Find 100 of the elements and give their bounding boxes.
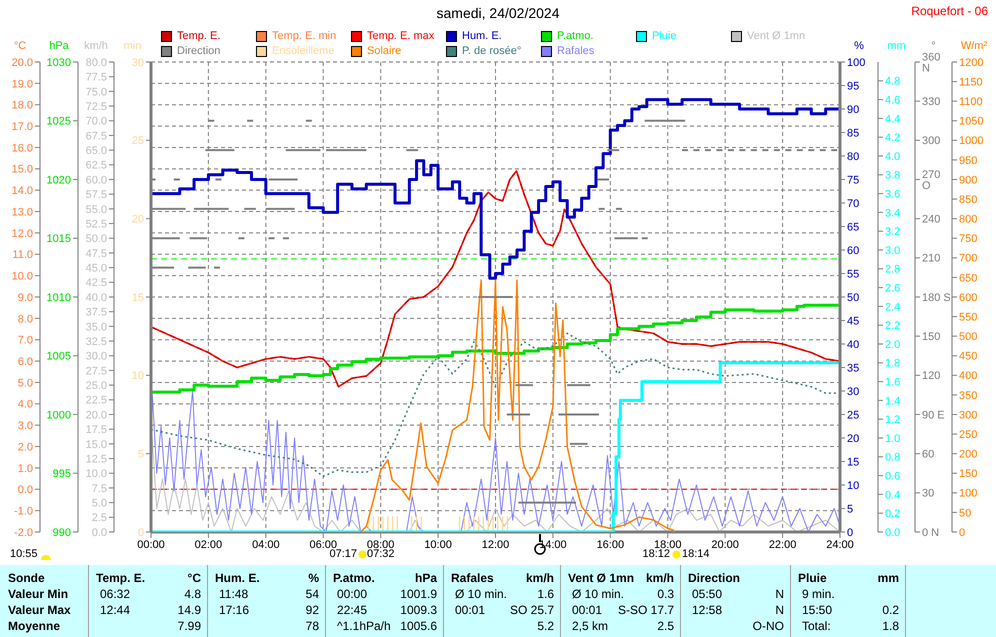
- y3-tick-label: 45.0: [86, 262, 107, 275]
- y-tick-label: 8.0: [18, 313, 33, 326]
- text: 1001.9: [400, 587, 437, 601]
- y2-tick-label: 400: [959, 370, 978, 382]
- y3-tick-label: 30.0: [86, 350, 107, 363]
- legend-label: Rafales: [556, 45, 594, 57]
- text: 11:48: [219, 587, 248, 601]
- y-axis-title: °: [930, 40, 937, 52]
- y3-tick-label: 37.5: [86, 306, 107, 319]
- y-tick-label: 270 O: [922, 168, 940, 192]
- y3-tick-label: 1.6: [885, 376, 900, 389]
- x-tick-label: 22:00: [768, 538, 796, 551]
- y-tick-label: 9.0: [18, 292, 33, 304]
- y3-tick-label: 47.5: [86, 248, 107, 260]
- legend-label: Temp. E. min: [271, 30, 336, 42]
- legend-label: Hum. E.: [461, 30, 502, 42]
- text: Sonde: [8, 571, 45, 585]
- y2-tick-label: 500: [959, 331, 978, 344]
- y3-tick-label: 50.0: [86, 233, 107, 246]
- x-tick-label: 20:00: [711, 538, 739, 551]
- y3-tick-label: 2.4: [885, 301, 900, 314]
- y3-tick-label: 40.0: [86, 292, 107, 304]
- y2-tick-label: 25: [847, 409, 860, 422]
- y3-tick-label: 52.5: [86, 218, 107, 230]
- text: Total:: [802, 619, 831, 633]
- y2-tick-label: 1050: [959, 116, 984, 128]
- text: S-SO 17.7: [618, 603, 674, 617]
- y3-axis-title: km/h: [83, 40, 109, 52]
- y2-tick-label: 900: [959, 174, 978, 186]
- text: ^1.1hPa/h: [337, 619, 391, 633]
- legend-label: P. de rosée°: [461, 45, 522, 57]
- y3-tick-label: 55.0: [86, 204, 107, 216]
- legend-label: Solaire: [366, 45, 402, 57]
- text: N: [775, 587, 784, 601]
- y2-tick-label: 350: [959, 390, 978, 402]
- text: 06:32: [100, 587, 130, 601]
- y2-tick-label: 45: [847, 315, 860, 328]
- y2-tick-label: 990: [52, 526, 71, 539]
- y3-tick-label: 0.4: [885, 489, 900, 502]
- y2-tick-label: 700: [959, 252, 978, 265]
- text: mm: [878, 571, 899, 585]
- text: 15:50: [802, 603, 832, 617]
- text: 54: [306, 587, 319, 601]
- y-tick-label: 5: [138, 448, 144, 461]
- y2-tick-label: 1010: [46, 292, 71, 304]
- y3-tick-label: 4.2: [885, 132, 900, 144]
- y2-tick-label: 70: [847, 198, 860, 210]
- y3-tick-label: 0.8: [885, 452, 900, 464]
- y3-tick-label: 15.0: [86, 438, 107, 451]
- y-tick-label: 15.0: [12, 164, 33, 176]
- y3-axis-title: mm: [886, 40, 907, 52]
- text: 9 min.: [802, 587, 835, 601]
- y-tick-label: 10: [132, 370, 144, 382]
- text: 22:45: [337, 603, 368, 617]
- legend-label: Temp. E. max: [366, 30, 434, 42]
- text: 07:17: [329, 548, 357, 560]
- text: 1009.3: [400, 603, 437, 617]
- y-tick-label: 5.0: [18, 377, 33, 390]
- text: SO 25.7: [510, 603, 554, 617]
- y2-tick-label: 50: [847, 292, 860, 304]
- y2-tick-label: 0: [847, 526, 854, 539]
- legend-label: P.atmo.: [556, 30, 594, 42]
- y3-tick-label: 12.5: [86, 453, 107, 466]
- y-tick-label: 30: [922, 488, 934, 500]
- text: km/h: [526, 571, 554, 585]
- y3-tick-label: 25.0: [86, 380, 107, 392]
- y3-tick-label: 0.6: [885, 470, 900, 483]
- y-tick-label: 10.0: [12, 270, 33, 283]
- text: 00:01: [455, 603, 486, 617]
- y2-tick-label: 85: [847, 127, 860, 140]
- y-tick-label: 360 N: [922, 51, 940, 74]
- y3-tick-label: 3.4: [885, 207, 900, 220]
- y-tick-label: 30: [132, 56, 144, 69]
- y3-tick-label: 65.0: [86, 145, 107, 158]
- y3-tick-label: 22.5: [86, 394, 107, 407]
- text: 2,5 km: [572, 619, 608, 633]
- text: 17:16: [219, 603, 250, 617]
- y3-tick-label: 5.0: [92, 498, 107, 510]
- y2-tick-label: 20: [847, 432, 860, 445]
- text: °C: [188, 571, 201, 585]
- text: O-NO: [752, 619, 784, 633]
- y3-tick-label: 80.0: [86, 56, 107, 69]
- y3-tick-label: 3.0: [885, 244, 900, 257]
- y3-tick-label: 72.5: [86, 100, 107, 113]
- legend-label: Ensoleilleme: [271, 45, 334, 57]
- y-tick-label: 240: [922, 214, 940, 226]
- legend-label: Direction: [176, 45, 220, 57]
- x-tick-label: 12:00: [482, 538, 510, 551]
- text: 12:58: [692, 603, 722, 617]
- y3-tick-label: 3.2: [885, 226, 900, 238]
- y-tick-label: 25: [132, 135, 144, 148]
- y3-tick-label: 7.5: [92, 482, 107, 495]
- text: Roquefort - 06: [911, 4, 988, 18]
- y-tick-label: 11.0: [12, 249, 33, 262]
- text: 78: [306, 619, 319, 633]
- y3-tick-label: 75.0: [86, 86, 107, 98]
- text: 92: [306, 603, 319, 617]
- y-tick-label: 18.0: [12, 100, 33, 112]
- y2-tick-label: 5: [847, 503, 854, 516]
- y2-tick-label: 60: [847, 244, 860, 257]
